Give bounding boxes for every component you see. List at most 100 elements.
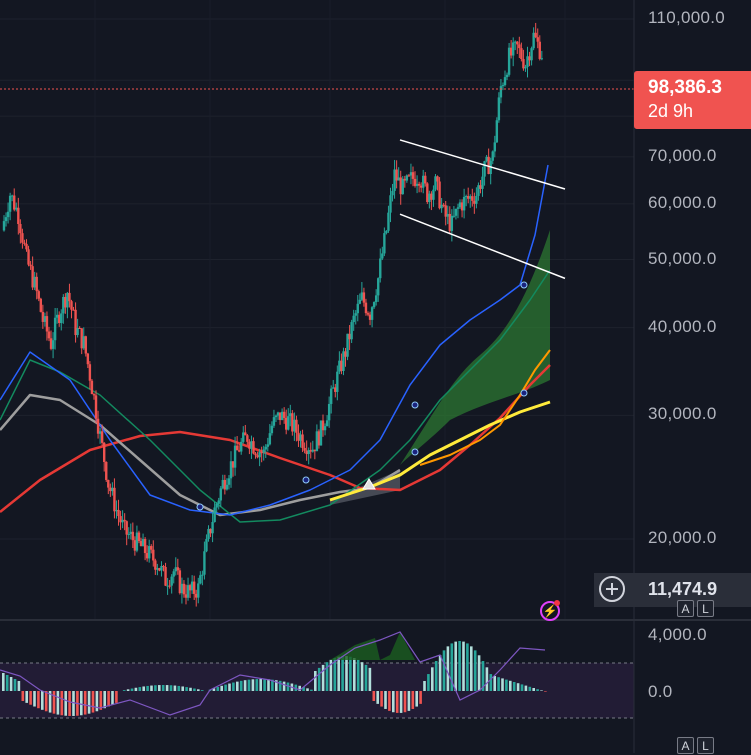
candle-body — [268, 433, 272, 445]
osc-bar — [41, 691, 44, 710]
osc-bar — [333, 658, 337, 691]
osc-bar — [173, 685, 177, 691]
candle-body — [389, 195, 392, 213]
candle-body — [295, 419, 298, 433]
candle-body — [503, 77, 507, 86]
candle-body — [522, 59, 525, 69]
candle-body — [250, 441, 253, 449]
osc-bar — [263, 679, 266, 691]
candle-body — [215, 503, 218, 508]
candle-body — [526, 56, 529, 67]
candle-body — [225, 484, 229, 490]
add-plus-icon[interactable] — [599, 576, 625, 602]
candle-body — [280, 411, 284, 420]
ma-blue — [0, 164, 549, 516]
osc-bar — [44, 691, 48, 712]
osc-auto-scale-button[interactable]: A — [677, 737, 694, 754]
osc-bar — [380, 691, 383, 707]
candle-body — [473, 200, 476, 204]
osc-fill — [330, 632, 415, 660]
candle-body — [217, 500, 220, 504]
candle-body — [293, 419, 296, 432]
candle-body — [33, 276, 36, 288]
alert-dot — [554, 600, 560, 606]
osc-bar — [138, 687, 142, 691]
osc-log-scale-button[interactable]: L — [697, 737, 714, 754]
osc-bar — [216, 687, 220, 691]
candle-body — [511, 42, 515, 56]
osc-bar — [442, 650, 446, 691]
candle-body — [227, 478, 231, 485]
osc-bar — [212, 688, 216, 691]
osc-bar — [48, 691, 52, 713]
candle-body — [413, 178, 417, 186]
log-scale-button[interactable]: L — [697, 600, 714, 617]
candle-body — [364, 302, 368, 314]
candle-body — [76, 328, 79, 336]
candle-body — [176, 567, 180, 571]
candle-body — [469, 196, 472, 199]
candle-body — [252, 441, 255, 454]
candle-body — [444, 205, 447, 217]
candle-body — [109, 487, 112, 492]
osc-bar — [337, 656, 340, 691]
candle-body — [254, 453, 257, 456]
candle-body — [29, 264, 32, 267]
osc-bar — [329, 659, 333, 691]
candle-body — [53, 317, 57, 341]
candle-body — [145, 553, 149, 559]
candle-body — [424, 175, 427, 184]
osc-bar — [21, 691, 25, 701]
osc-bar — [247, 679, 251, 691]
candle-body — [39, 298, 43, 312]
osc-bar — [275, 680, 278, 691]
candle-body — [368, 314, 372, 320]
signal-marker — [196, 503, 204, 511]
osc-bar — [477, 655, 481, 691]
osc-bar — [17, 681, 21, 691]
candle-body — [348, 333, 351, 340]
osc-bar — [197, 689, 200, 691]
candle-body — [509, 47, 513, 56]
osc-bar — [528, 686, 532, 691]
candle-body — [154, 560, 157, 570]
candle-body — [528, 56, 531, 61]
candle-body — [35, 276, 38, 292]
candle-body — [505, 74, 509, 78]
candle-body — [119, 516, 122, 523]
candle-body — [197, 583, 200, 598]
candle-body — [21, 233, 24, 243]
candle-body — [274, 415, 278, 418]
osc-bar — [536, 689, 539, 691]
osc-bar — [388, 691, 391, 711]
candle-body — [426, 183, 429, 203]
candle-body — [260, 452, 263, 454]
osc-bar — [356, 659, 360, 691]
candle-body — [405, 175, 409, 181]
osc-bar — [384, 691, 387, 709]
candle-body — [139, 541, 143, 547]
candle-body — [164, 566, 167, 586]
candle-body — [350, 322, 353, 340]
lightning-icon[interactable]: ⚡ — [540, 601, 560, 621]
candle-body — [62, 296, 65, 314]
candle-body — [221, 479, 225, 489]
auto-scale-button[interactable]: A — [677, 600, 694, 617]
signal-marker — [520, 281, 528, 289]
osc-bar — [169, 685, 173, 691]
candle-body — [387, 212, 390, 231]
osc-bar — [189, 687, 192, 691]
candle-body — [297, 432, 300, 441]
osc-bar — [321, 664, 325, 691]
osc-bar — [423, 681, 426, 691]
price-axis-label: 30,000.0 — [648, 404, 717, 424]
osc-bar — [544, 691, 547, 692]
osc-bar — [512, 682, 516, 691]
candle-body — [282, 411, 286, 418]
osc-bar — [431, 667, 434, 691]
candle-body — [158, 568, 161, 571]
candle-body — [417, 183, 421, 186]
candlesticks — [2, 22, 544, 607]
osc-bar — [364, 664, 368, 691]
